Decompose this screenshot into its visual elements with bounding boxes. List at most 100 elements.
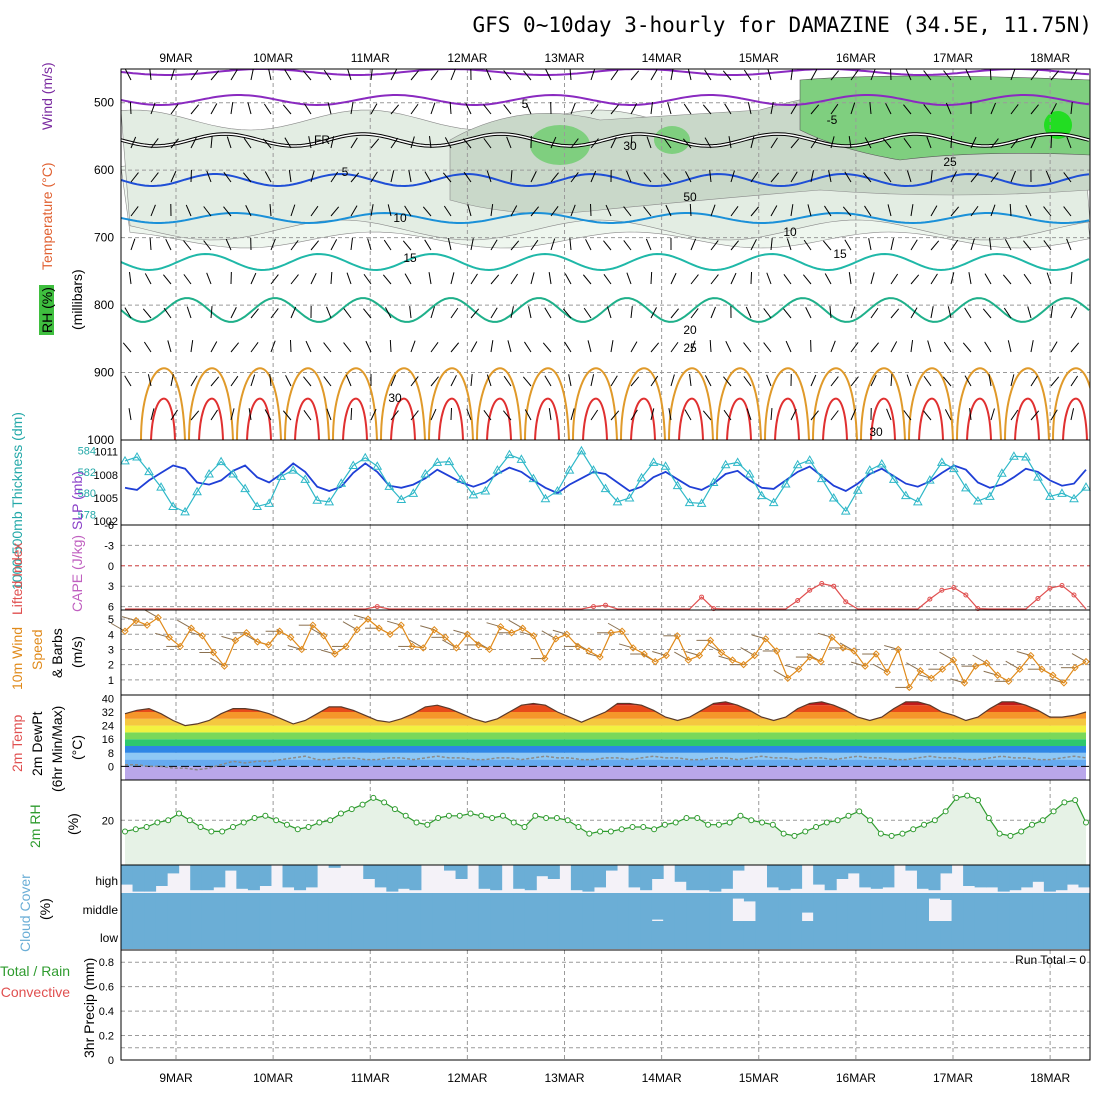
wind-barb bbox=[490, 307, 498, 319]
wind-barb bbox=[750, 206, 760, 217]
cloud-cell bbox=[1055, 921, 1068, 949]
wind-barb bbox=[303, 409, 312, 421]
wind-barb bbox=[870, 342, 879, 353]
wind-barb bbox=[850, 102, 856, 115]
wind-barb bbox=[530, 272, 535, 285]
cloud-cell bbox=[155, 865, 168, 886]
wind-barb bbox=[250, 308, 259, 319]
pressure-tick-label: 900 bbox=[94, 366, 114, 380]
cloud-cell bbox=[916, 921, 929, 949]
li-point bbox=[843, 599, 849, 605]
cloud-cell bbox=[893, 921, 906, 949]
wind-barb bbox=[284, 137, 292, 149]
wind-barb bbox=[387, 204, 392, 217]
cape-lifted-index-panel: -6 -3 0 3 6 bbox=[104, 520, 1090, 614]
wind-barb bbox=[710, 274, 719, 285]
wind-barb bbox=[524, 409, 532, 421]
rh-point bbox=[672, 819, 679, 826]
wind-barb bbox=[410, 103, 419, 115]
wind-barb bbox=[650, 271, 653, 285]
cloud-cell bbox=[386, 921, 399, 949]
cloud-cell bbox=[121, 921, 134, 949]
wind-barb bbox=[1004, 239, 1012, 251]
wind-barb bbox=[704, 69, 712, 81]
rh-point bbox=[996, 830, 1003, 837]
cloud-cell bbox=[397, 921, 410, 949]
slp-point bbox=[420, 468, 431, 478]
wind-barb bbox=[548, 272, 552, 285]
wind-barb bbox=[330, 271, 333, 285]
wind-speed-point bbox=[640, 650, 648, 658]
wind-speed-point bbox=[121, 627, 129, 635]
wind-barb bbox=[683, 103, 692, 115]
cloud-cell bbox=[270, 921, 283, 949]
cloud-cell bbox=[409, 893, 422, 921]
wind-barb bbox=[410, 376, 419, 387]
temp-band bbox=[125, 746, 1086, 753]
temp-contour-25 bbox=[476, 367, 522, 440]
wind-barb bbox=[264, 171, 272, 183]
wind-speed-point bbox=[916, 667, 925, 675]
wind-barb bbox=[485, 69, 492, 81]
wind-barb bbox=[1003, 307, 1012, 319]
wind-barb bbox=[443, 205, 452, 217]
wind-barb bbox=[1043, 240, 1052, 251]
wind-barb bbox=[810, 104, 820, 115]
wind-barb bbox=[350, 137, 358, 149]
wind-barb bbox=[330, 136, 335, 149]
cloud-cell bbox=[790, 921, 803, 949]
wind-barb bbox=[970, 172, 979, 183]
cloud-cell bbox=[524, 893, 537, 921]
rh-point bbox=[370, 794, 377, 801]
wind-barb bbox=[226, 136, 232, 149]
temp-contour-25 bbox=[620, 367, 666, 440]
wind-barb bbox=[225, 238, 232, 251]
rh-2m-panel: 20 bbox=[102, 792, 1089, 865]
li-point bbox=[963, 592, 969, 598]
wind-barb bbox=[428, 272, 432, 285]
rh-point bbox=[510, 819, 517, 826]
temp-contour-30 bbox=[1014, 397, 1040, 440]
wind-speed-point bbox=[364, 615, 372, 623]
wind-barb bbox=[1050, 103, 1057, 115]
slp-tick: 1005 bbox=[94, 493, 118, 505]
slp-point bbox=[744, 468, 755, 478]
wind-barb bbox=[422, 206, 432, 217]
rh-point bbox=[921, 821, 928, 828]
slp-point bbox=[973, 496, 983, 505]
rh-legend-swatch bbox=[39, 285, 54, 335]
date-label-top: 16MAR bbox=[836, 51, 876, 65]
rh-point bbox=[748, 817, 755, 824]
wind-barb bbox=[610, 69, 619, 81]
cloud-cell bbox=[605, 893, 618, 921]
wind-speed-point bbox=[784, 674, 792, 683]
contour-label: 50 bbox=[683, 190, 697, 204]
cloud-cell bbox=[640, 865, 653, 891]
wind-barb bbox=[810, 170, 814, 183]
wind-barb bbox=[862, 172, 872, 183]
wind-barb bbox=[950, 171, 957, 183]
rh-point bbox=[456, 812, 463, 819]
ylabel-rh: RH (%) bbox=[39, 287, 55, 333]
wind-barb bbox=[923, 104, 932, 115]
cloud-cell bbox=[213, 921, 226, 949]
wind-barb bbox=[663, 172, 672, 183]
wind-barb bbox=[385, 307, 392, 319]
cloud-cell bbox=[132, 893, 145, 921]
slp-point bbox=[120, 455, 130, 465]
wind-barb bbox=[1009, 203, 1012, 217]
wind-barb bbox=[650, 307, 657, 319]
wind-barb bbox=[310, 240, 319, 251]
slp-point bbox=[672, 480, 683, 490]
cloud-cell bbox=[1043, 865, 1056, 892]
wind-barb bbox=[190, 137, 197, 149]
wind-barb bbox=[490, 274, 500, 285]
slp-point bbox=[732, 457, 743, 466]
temp-band bbox=[125, 705, 1086, 712]
temp-contour-30 bbox=[486, 397, 512, 440]
cloud-cell bbox=[743, 893, 756, 902]
slp-point bbox=[240, 483, 250, 493]
cloud-cell bbox=[374, 893, 387, 921]
slp-point bbox=[756, 490, 767, 500]
wind-barb bbox=[723, 409, 732, 421]
